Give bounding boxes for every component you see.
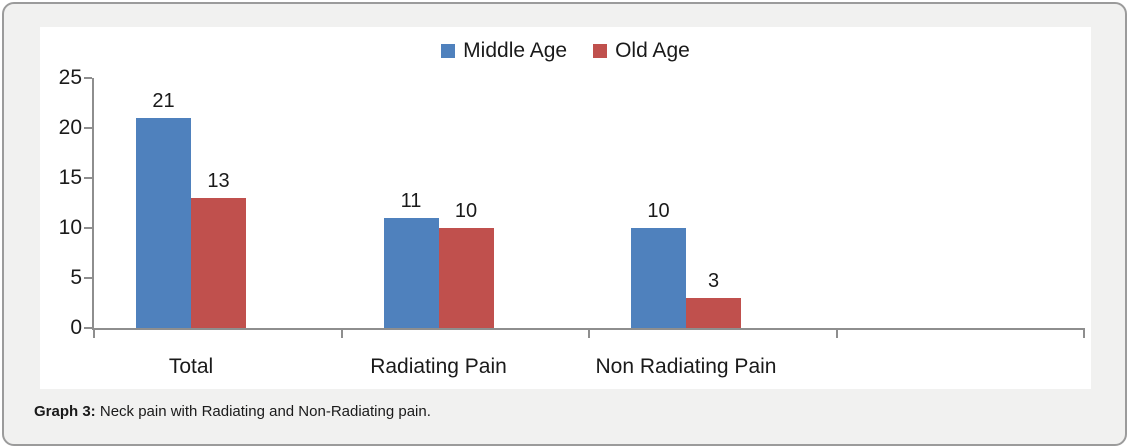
- bar-old-age: [686, 298, 741, 328]
- x-axis-tick: [340, 330, 343, 338]
- legend-swatch-blue: [441, 44, 456, 58]
- x-axis-category-label: Total: [168, 355, 214, 378]
- y-axis-tick-label: 15: [58, 166, 82, 189]
- x-axis-line: [92, 328, 1085, 330]
- y-axis-tick-label: 10: [58, 216, 82, 239]
- figure-caption: Graph 3: Neck pain with Radiating and No…: [34, 403, 431, 420]
- x-axis-tick: [93, 330, 95, 338]
- legend-swatch-red: [593, 44, 608, 58]
- x-axis-category-label: Radiating Pain: [370, 355, 507, 378]
- legend-item: Middle Age: [441, 39, 567, 63]
- legend-label: Middle Age: [463, 39, 568, 62]
- x-axis-tick: [835, 330, 838, 338]
- y-axis-tick: [84, 177, 92, 179]
- chart-box: Middle Age Old Age 0 5 10 15 20 25 21 13 Total 11 1…: [40, 27, 1091, 389]
- y-axis-line: [92, 78, 94, 330]
- y-axis-tick-label: 0: [70, 316, 82, 339]
- bar-old-age: [191, 198, 246, 328]
- x-axis-category-label: Non Radiating Pain: [595, 355, 777, 378]
- plot-area: 0 5 10 15 20 25 21 13 Total 11 10 Radiating Pain 10 3…: [40, 27, 1091, 389]
- bar-value-label: 3: [707, 270, 720, 292]
- y-axis-tick: [84, 227, 92, 229]
- y-axis-tick: [84, 277, 92, 279]
- bar-value-label: 13: [207, 170, 230, 192]
- bar-value-label: 21: [152, 90, 175, 112]
- figure-caption-label: Graph 3:: [34, 403, 96, 420]
- legend-item: Old Age: [593, 39, 690, 63]
- y-axis-tick-label: 25: [58, 66, 82, 89]
- legend-label: Old Age: [615, 39, 690, 62]
- y-axis-tick-label: 5: [70, 266, 82, 289]
- y-axis-tick-label: 20: [58, 116, 82, 139]
- bar-value-label: 10: [647, 200, 670, 222]
- bar-value-label: 10: [454, 200, 478, 222]
- bar-middle-age: [383, 218, 439, 328]
- figure-caption-text: Neck pain with Radiating and Non-Radiati…: [95, 403, 431, 420]
- legend: Middle Age Old Age: [40, 35, 1091, 67]
- y-axis-tick: [84, 77, 92, 79]
- y-axis-tick: [84, 127, 92, 129]
- bar-middle-age: [631, 228, 686, 328]
- x-axis-tick: [588, 330, 590, 338]
- y-axis-tick: [84, 327, 92, 329]
- bar-old-age: [438, 228, 494, 328]
- x-axis-tick: [1083, 330, 1085, 338]
- bar-middle-age: [136, 118, 191, 328]
- bar-value-label: 11: [400, 190, 422, 212]
